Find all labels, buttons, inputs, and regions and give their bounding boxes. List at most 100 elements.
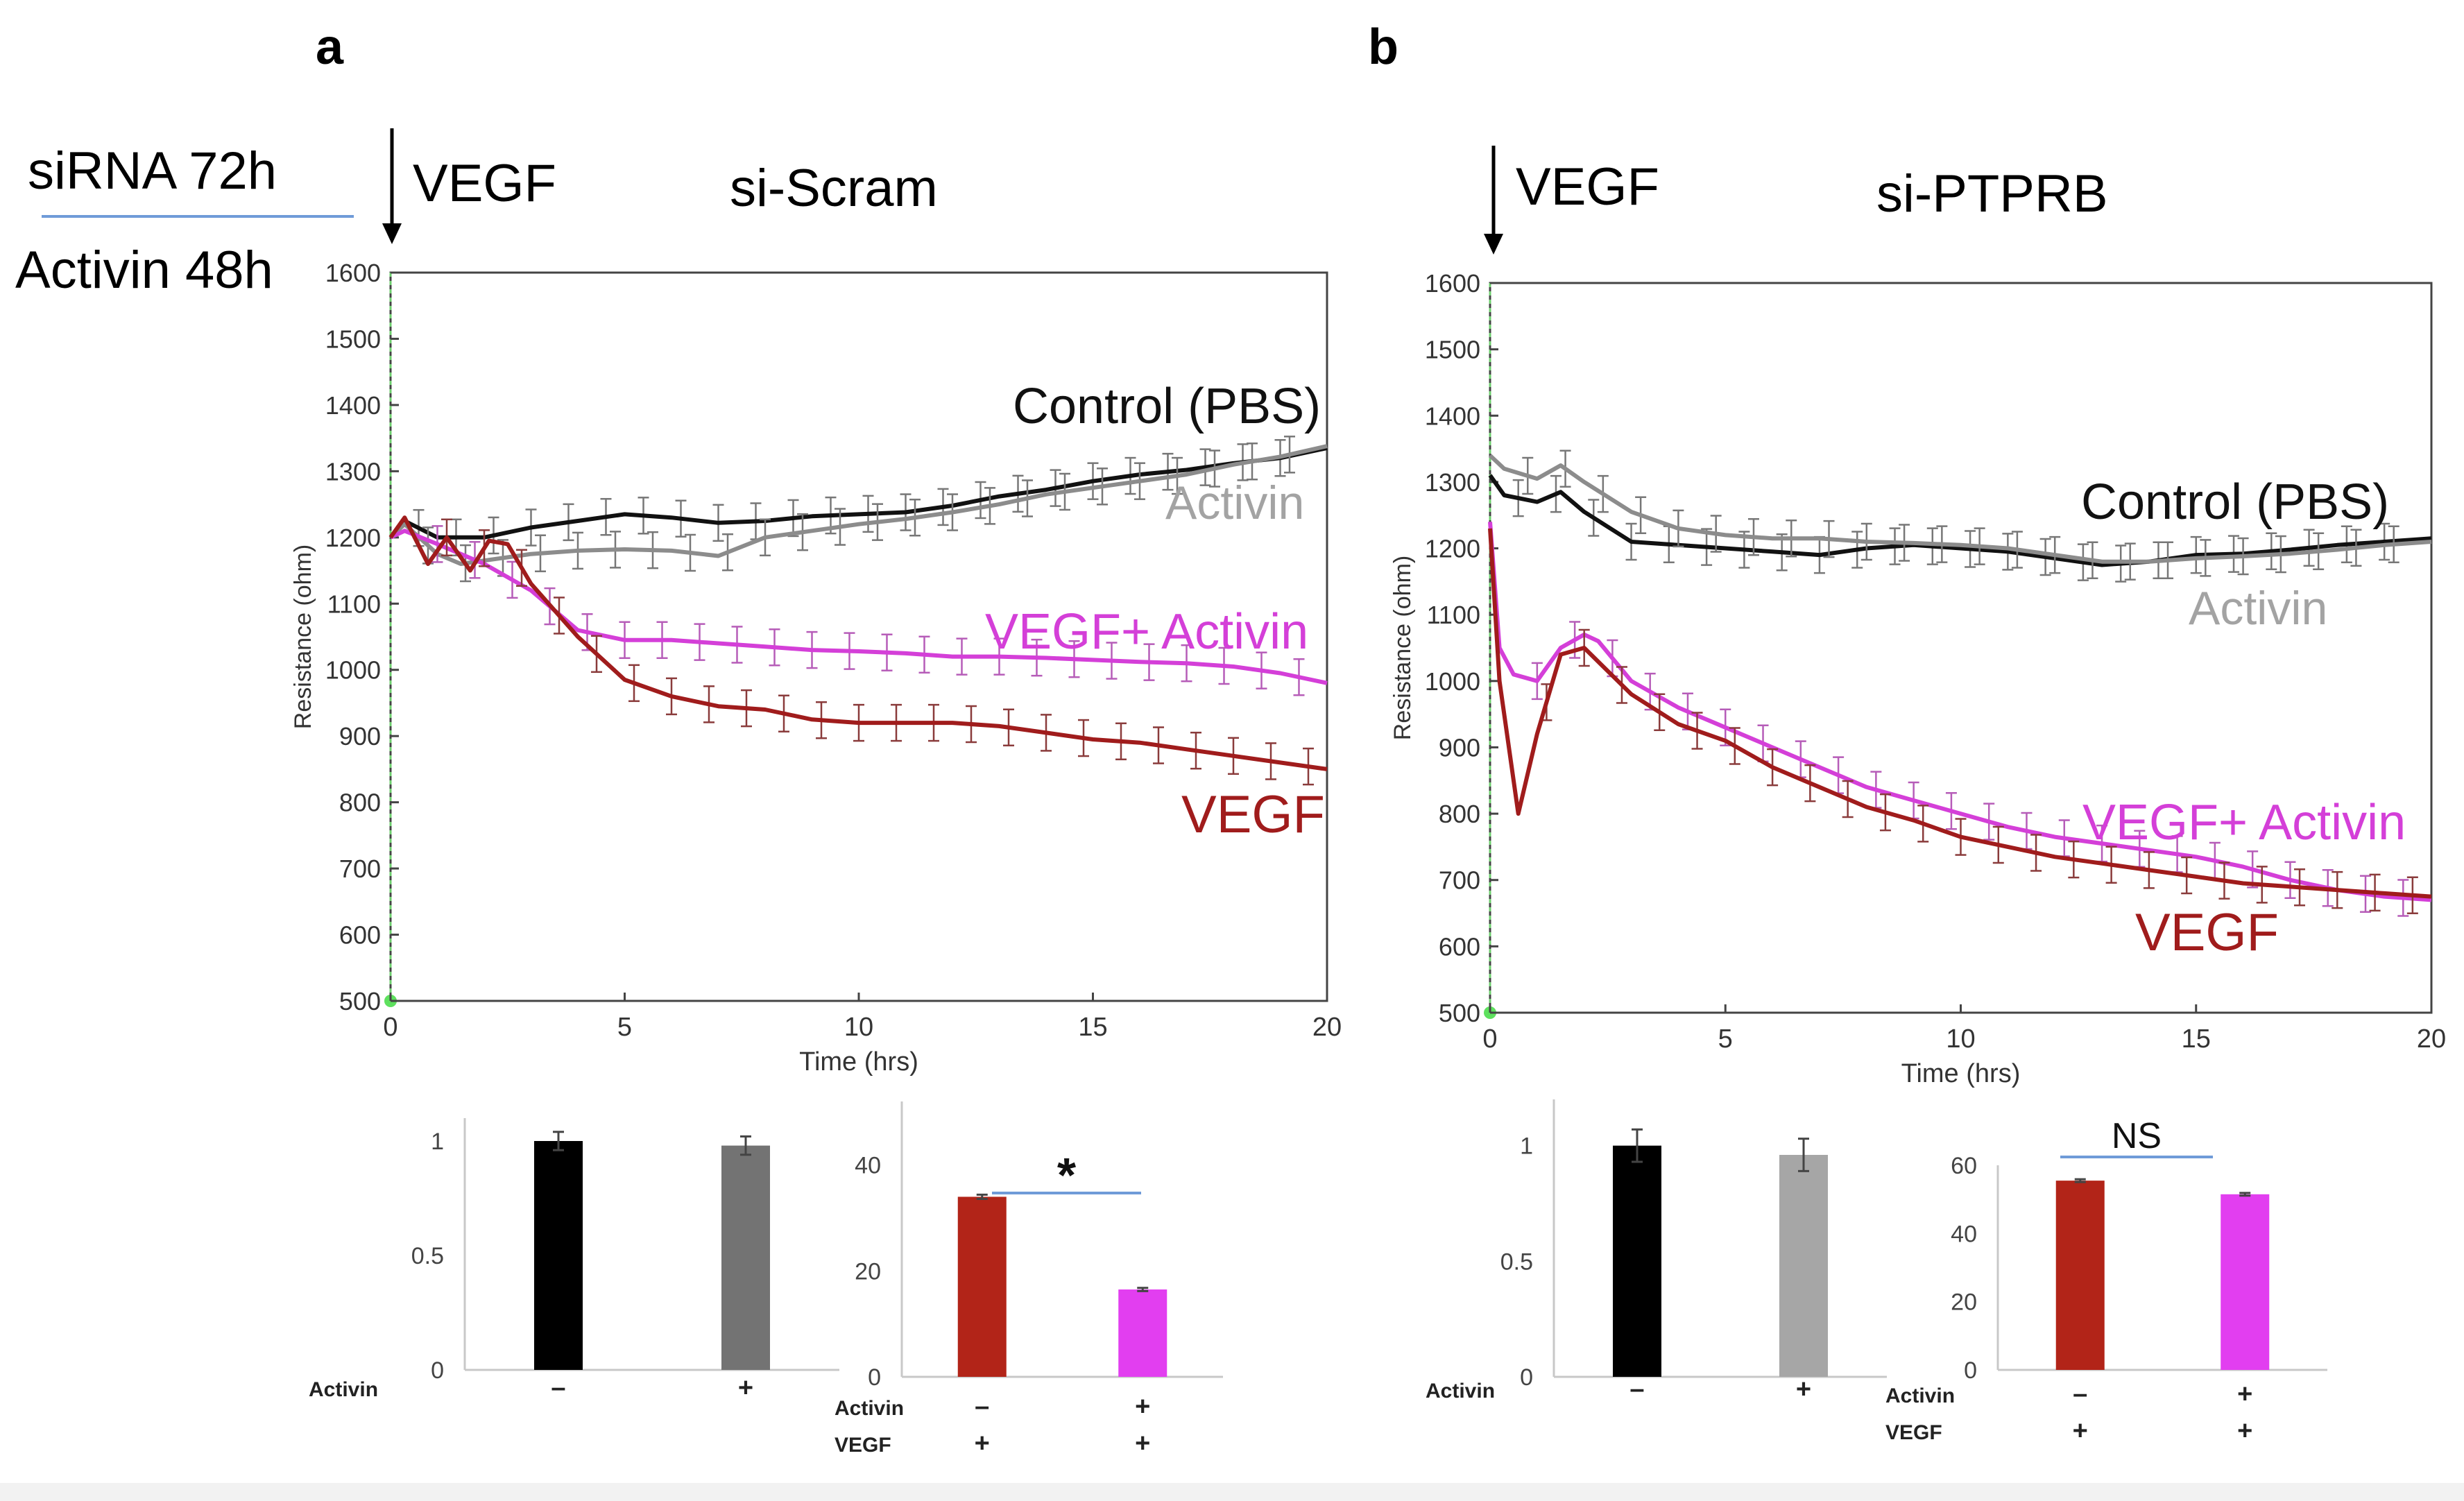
bar-row-label: Activin xyxy=(1885,1384,1955,1407)
x-tick-label: 10 xyxy=(844,1013,873,1042)
bar-y-tick-label: 0 xyxy=(1520,1364,1533,1391)
y-tick-label: 800 xyxy=(1439,800,1480,828)
series-label-vegf: VEGF xyxy=(1181,785,1325,844)
x-tick-label: 20 xyxy=(2417,1024,2446,1054)
bar-category-sign: + xyxy=(2237,1380,2252,1409)
y-tick-label: 800 xyxy=(339,789,381,817)
bar-category-sign: + xyxy=(2073,1416,2088,1446)
x-axis-label: Time (hrs) xyxy=(799,1047,918,1077)
bar-y-tick-label: 40 xyxy=(1951,1221,1977,1247)
bar-y-tick-label: 0.5 xyxy=(1500,1249,1533,1275)
bar-chart-a-bar1: 0 0.5 1 – + Activin xyxy=(309,1118,839,1403)
panel-a-title: si-Scram xyxy=(730,159,938,218)
bar-y-tick-label: 60 xyxy=(1951,1153,1977,1179)
y-tick-label: 1100 xyxy=(1427,601,1480,629)
bar xyxy=(1118,1289,1167,1377)
series-line-vegf xyxy=(388,515,1328,771)
significance-label: NS xyxy=(2112,1116,2162,1156)
vegf-arrow-a-icon xyxy=(382,223,402,244)
bottom-band xyxy=(0,1483,2464,1501)
x-axis-label: Time (hrs) xyxy=(1901,1059,2021,1088)
y-tick-label: 1600 xyxy=(325,259,381,287)
y-tick-label: 700 xyxy=(339,855,381,883)
y-tick-label: 1400 xyxy=(325,391,381,420)
series-label-activin: Activin xyxy=(1165,477,1304,529)
bar-category-sign: + xyxy=(1135,1392,1150,1421)
plot-frame xyxy=(1489,282,2433,1014)
bar-chart-b-bar1: 0 0.5 1 – + Activin xyxy=(1426,1099,1887,1404)
y-tick-label: 1200 xyxy=(325,524,381,552)
bar xyxy=(1779,1155,1828,1377)
bar-category-sign: – xyxy=(551,1373,565,1403)
y-tick-label: 900 xyxy=(1439,733,1480,762)
x-tick-label: 0 xyxy=(383,1013,397,1042)
y-tick-label: 1300 xyxy=(1425,468,1480,497)
series-label-control: Control (PBS) xyxy=(2081,474,2389,530)
bar-y-tick-label: 1 xyxy=(431,1129,444,1155)
vegf-arrow-a-label: VEGF xyxy=(413,154,556,213)
bar xyxy=(721,1145,770,1370)
series-label-activin: Activin xyxy=(2189,582,2327,635)
line-chart-a: 500 600 700 800 900 1000 1100 1200 1300 1400 1500 1… xyxy=(290,259,1342,1077)
y-tick-label: 500 xyxy=(339,987,381,1015)
x-tick-label: 5 xyxy=(1718,1024,1733,1054)
x-tick-label: 20 xyxy=(1312,1013,1342,1042)
bar-category-sign: – xyxy=(1629,1375,1644,1404)
bar-category-sign: + xyxy=(1796,1375,1811,1404)
y-tick-label: 1200 xyxy=(1425,535,1480,563)
bar-row-label: Activin xyxy=(835,1397,904,1420)
bar-row-label: Activin xyxy=(1426,1380,1495,1403)
bar-y-tick-label: 0 xyxy=(868,1364,881,1391)
series-line-activin xyxy=(1488,454,2432,564)
bar-category-sign: + xyxy=(2237,1416,2252,1446)
panel-b-letter: b xyxy=(1368,19,1398,75)
panel-b-title: si-PTPRB xyxy=(1876,164,2108,223)
bar xyxy=(2221,1194,2270,1370)
panel-a-letter: a xyxy=(316,19,344,75)
y-tick-label: 1600 xyxy=(1425,269,1480,298)
x-tick-label: 0 xyxy=(1482,1024,1497,1054)
series-label-control: Control (PBS) xyxy=(1013,379,1321,434)
y-tick-label: 700 xyxy=(1439,866,1480,895)
line-chart-b: 500 600 700 800 900 1000 1100 1200 1300 1400 1500 1… xyxy=(1389,269,2446,1088)
y-axis-label: Resistance (ohm) xyxy=(1389,556,1416,740)
protocol-sirna-label: siRNA 72h xyxy=(28,141,277,200)
bar-chart-b-bar2: 0 20 40 60 – + + + Activin VEGF NS xyxy=(1885,1116,2327,1446)
vegf-arrow-b-label: VEGF xyxy=(1516,157,1659,216)
bar-row-label: VEGF xyxy=(835,1434,891,1457)
bar-y-tick-label: 1 xyxy=(1520,1133,1533,1160)
series-label-vegf_activin: VEGF+ Activin xyxy=(2082,795,2406,850)
bar-y-tick-label: 0 xyxy=(1964,1357,1977,1384)
bar-y-tick-label: 0 xyxy=(431,1357,444,1384)
vegf-arrow-b-icon xyxy=(1484,234,1503,255)
bar-y-tick-label: 20 xyxy=(1951,1289,1977,1316)
bar xyxy=(2055,1181,2105,1370)
bar-category-sign: – xyxy=(2073,1380,2087,1409)
bar-row-label: VEGF xyxy=(1885,1421,1942,1444)
y-tick-label: 1000 xyxy=(1425,667,1480,696)
y-tick-label: 900 xyxy=(339,722,381,750)
y-tick-label: 500 xyxy=(1439,999,1480,1027)
bar-row-label: Activin xyxy=(309,1378,378,1401)
x-tick-label: 15 xyxy=(1078,1013,1107,1042)
bar xyxy=(957,1196,1007,1377)
bar-category-sign: + xyxy=(1135,1429,1150,1458)
series-line-vegf_activin xyxy=(1488,522,2432,902)
y-tick-label: 600 xyxy=(1439,932,1480,961)
x-tick-label: 5 xyxy=(617,1013,632,1042)
y-tick-label: 1000 xyxy=(325,656,381,685)
y-tick-label: 1100 xyxy=(327,590,381,618)
bar xyxy=(534,1141,583,1370)
plot-frame xyxy=(389,271,1328,1002)
y-tick-label: 1500 xyxy=(1425,336,1480,364)
y-tick-label: 1300 xyxy=(325,457,381,486)
protocol-activin-label: Activin 48h xyxy=(15,241,273,300)
charts-layer: 5006007008009001000110012001300140015001… xyxy=(290,259,2446,1458)
series-line-control xyxy=(388,446,1328,540)
significance-label: * xyxy=(1057,1148,1077,1202)
series-label-vegf: VEGF xyxy=(2135,903,2279,962)
bar-chart-a-bar2: 0 20 40 – + + + Activin VEGF * xyxy=(835,1101,1223,1458)
y-tick-label: 600 xyxy=(339,921,381,950)
bar-category-sign: + xyxy=(975,1429,990,1458)
bar-category-sign: + xyxy=(738,1373,753,1403)
